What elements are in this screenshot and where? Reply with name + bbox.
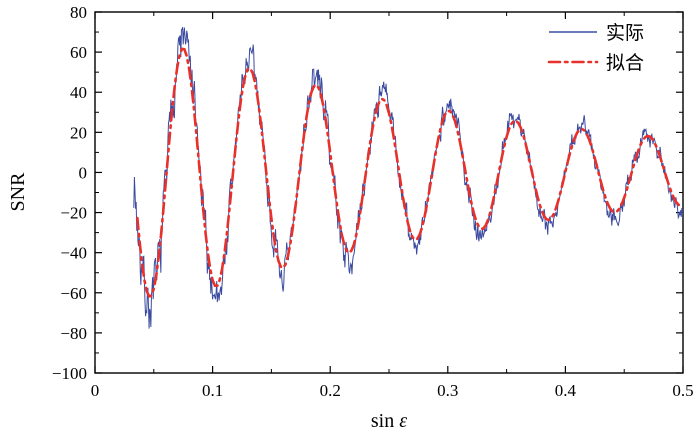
x-tick-label: 0.4: [555, 381, 577, 400]
y-tick-label: 80: [70, 3, 87, 22]
x-tick-label: 0.1: [202, 381, 223, 400]
y-tick-label: −40: [60, 244, 87, 263]
y-tick-label: −60: [60, 284, 87, 303]
y-ticks: [95, 11, 683, 374]
y-tick-label: 40: [70, 83, 87, 102]
x-tick-label: 0.5: [672, 381, 693, 400]
x-axis-label-symbol: ε: [399, 410, 407, 432]
y-tick-label: −80: [60, 324, 87, 343]
y-tick-label: 60: [70, 43, 87, 62]
x-tick-label: 0: [91, 381, 100, 400]
y-tick-labels: 80 60 40 20 0 −20 −40 −60 −80 −100: [52, 3, 87, 383]
legend-actual-label: 实际: [606, 22, 644, 44]
y-tick-label: 20: [70, 123, 87, 142]
legend: 实际 拟合: [547, 22, 644, 74]
y-axis-label: SNR: [7, 172, 29, 212]
x-tick-label: 0.2: [320, 381, 341, 400]
x-axis-label: sin ε: [371, 410, 407, 432]
actual-series-line: [133, 27, 683, 329]
y-tick-label: 0: [79, 163, 88, 182]
legend-fit-label: 拟合: [606, 52, 644, 74]
x-tick-label: 0.3: [437, 381, 458, 400]
x-ticks: [94, 12, 684, 373]
y-tick-label: −20: [60, 204, 87, 223]
x-axis-label-prefix: sin: [371, 410, 399, 432]
y-tick-label: −100: [52, 364, 87, 383]
x-tick-labels: 0 0.1 0.2 0.3 0.4 0.5: [91, 381, 694, 400]
plot-border: [94, 11, 684, 374]
fit-series-line: [136, 47, 683, 298]
